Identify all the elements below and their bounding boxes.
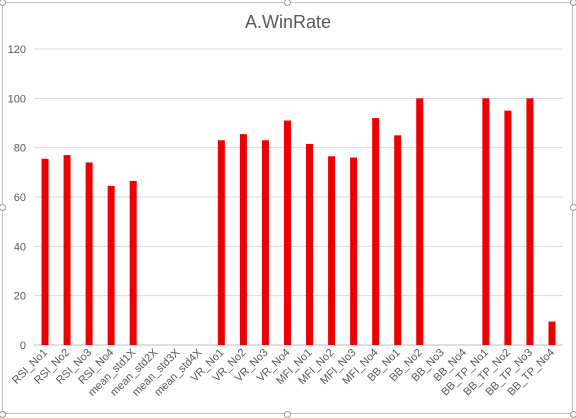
y-tick-label: 60 — [14, 192, 26, 204]
bar — [41, 158, 49, 345]
y-tick-label: 120 — [8, 44, 26, 56]
bar — [239, 134, 247, 345]
bar — [526, 98, 534, 345]
bar — [548, 321, 556, 345]
y-tick-label: 80 — [14, 143, 26, 155]
gridlines — [34, 48, 563, 346]
y-tick-label: 0 — [20, 340, 26, 352]
resize-handle-top-right[interactable] — [570, 0, 576, 6]
y-tick-label: 20 — [14, 291, 26, 303]
bar — [482, 98, 490, 345]
bar — [283, 120, 291, 346]
bar — [416, 98, 424, 345]
bar — [372, 118, 380, 345]
x-axis-labels: RSI_No1RSI_No2RSI_No3RSI_No4mean_std1Xme… — [10, 346, 557, 399]
bar — [504, 110, 512, 346]
resize-handle-top-middle[interactable] — [284, 0, 291, 6]
y-axis-labels: 0 20 40 60 80 100 120 — [8, 44, 26, 352]
resize-handle-middle-right[interactable] — [570, 204, 576, 211]
resize-handle-top-left[interactable] — [0, 0, 6, 6]
bar — [129, 180, 137, 345]
y-tick-label: 100 — [8, 93, 26, 105]
bar — [63, 155, 71, 345]
bar — [217, 140, 225, 345]
bar — [328, 156, 336, 345]
y-tick-label: 40 — [14, 241, 26, 253]
bar — [306, 143, 314, 345]
bar — [394, 135, 402, 345]
bar — [107, 185, 115, 345]
resize-handle-middle-left[interactable] — [0, 204, 6, 211]
bar — [350, 157, 358, 345]
bar — [85, 162, 93, 345]
bars — [41, 98, 556, 346]
chart-title: A.WinRate — [245, 12, 331, 32]
bar — [261, 140, 269, 345]
